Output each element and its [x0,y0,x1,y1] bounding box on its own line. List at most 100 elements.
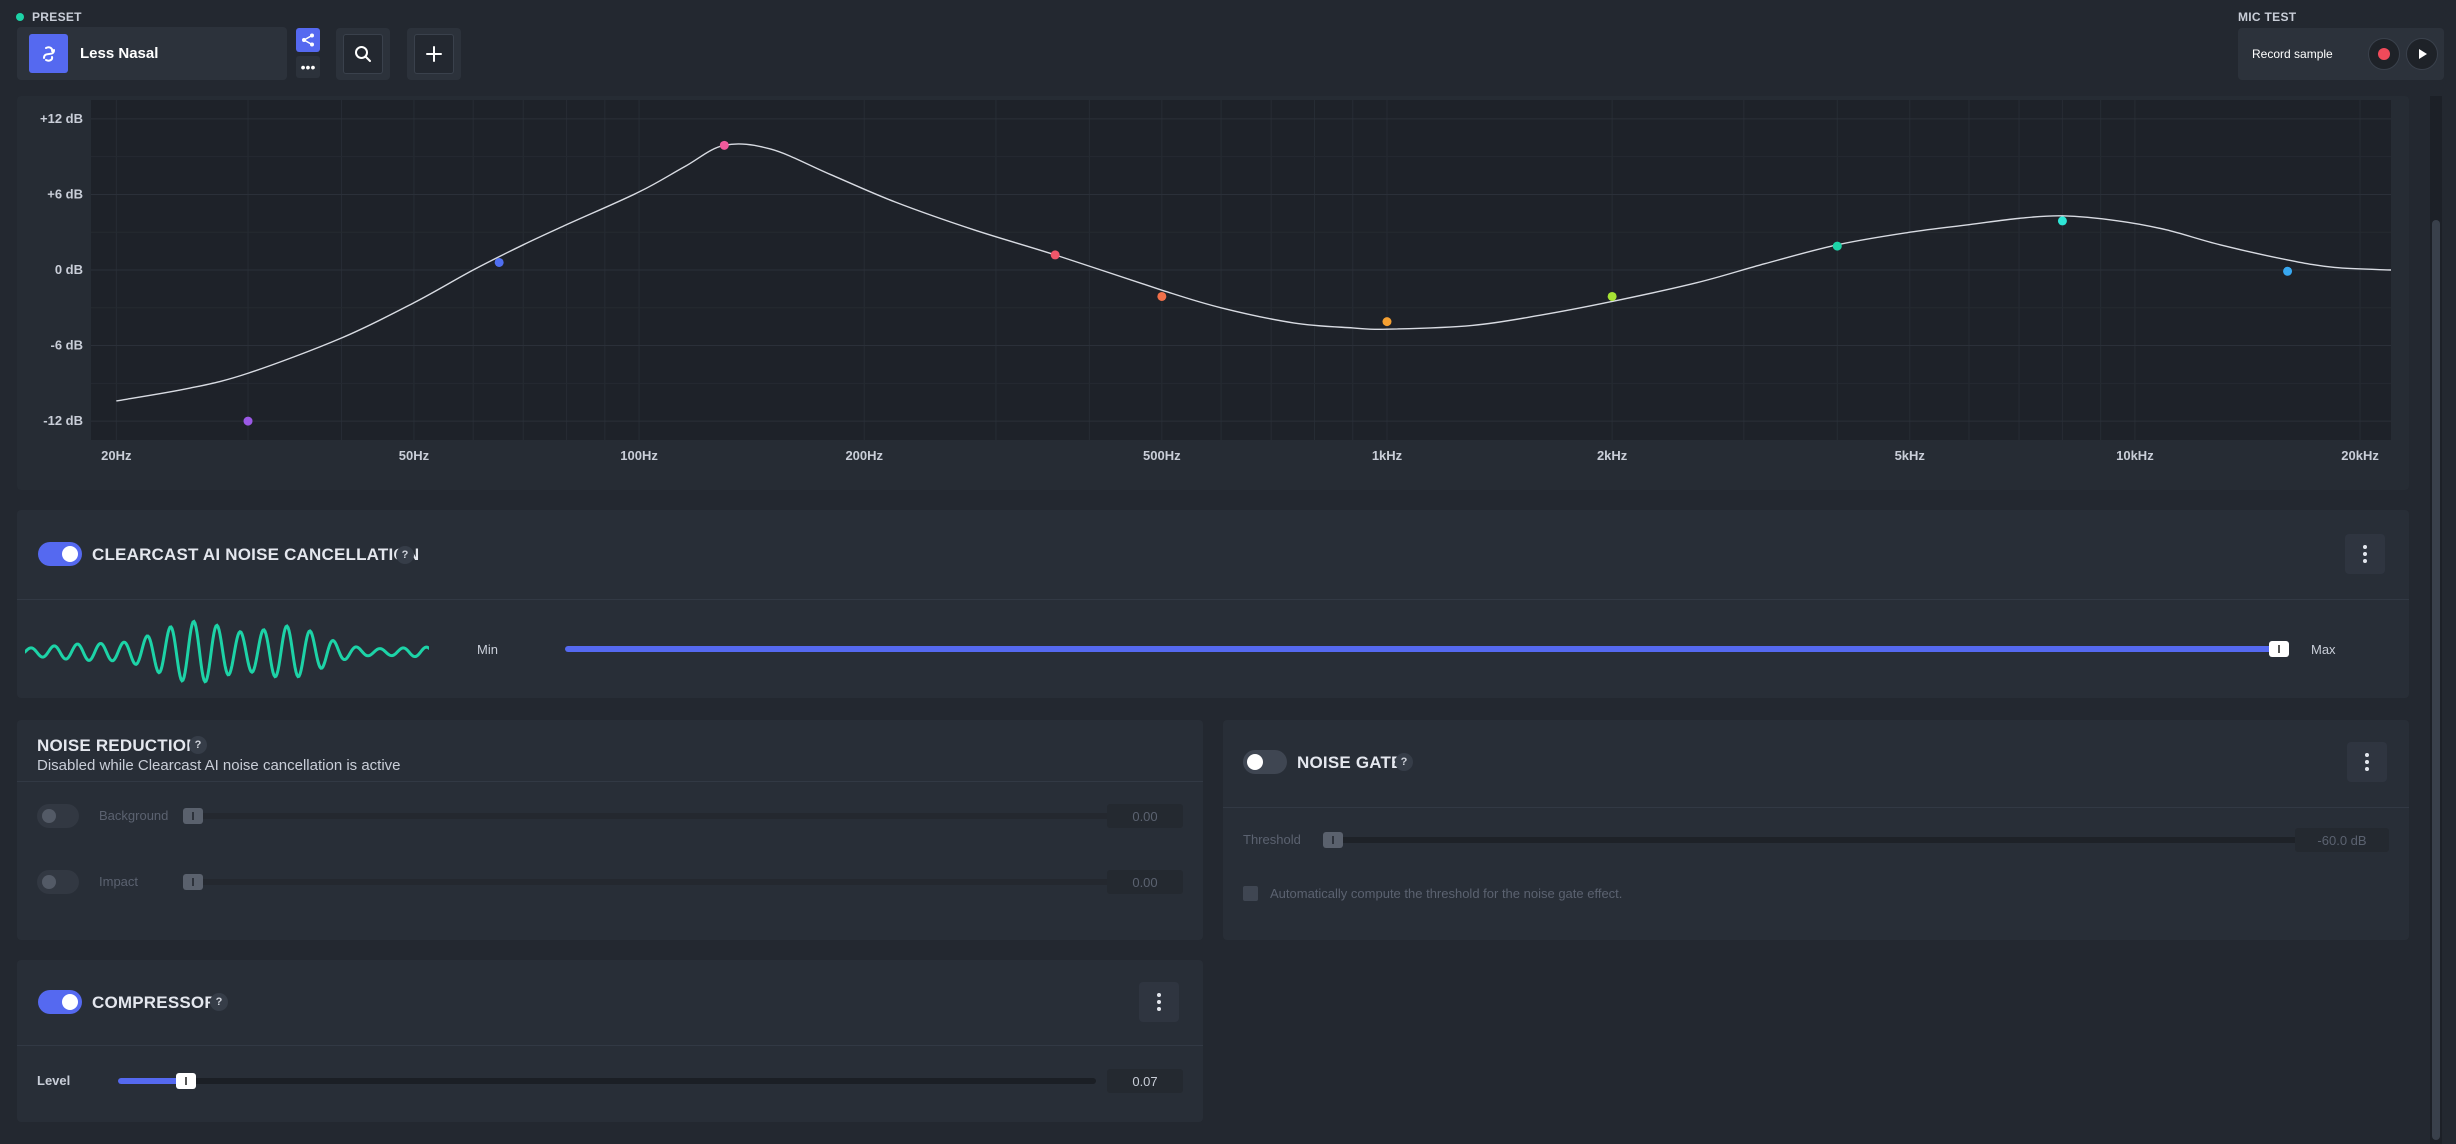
eq-y-tick-label: +12 dB [40,111,83,126]
threshold-slider-track[interactable] [1323,837,2299,843]
waveform-icon [25,619,429,684]
background-slider-thumb[interactable] [183,808,203,824]
clearcast-slider-thumb[interactable] [2269,641,2289,657]
eq-band-handle-2[interactable] [494,257,504,267]
background-slider-track[interactable] [183,813,1113,819]
eq-x-tick-label: 1kHz [1372,448,1403,463]
preset-selector[interactable]: Less Nasal [17,27,287,80]
play-button[interactable] [2406,38,2438,70]
auto-threshold-label: Automatically compute the threshold for … [1270,886,1623,901]
preset-label-text: PRESET [32,10,82,24]
eq-x-tick-label: 2kHz [1597,448,1628,463]
compressor-panel: COMPRESSOR ? Level 0.07 [17,960,1203,1122]
preset-name: Less Nasal [80,45,159,62]
eq-x-tick-label: 500Hz [1143,448,1181,463]
noise-gate-title: NOISE GATE [1297,753,1403,772]
eq-band-handle-8[interactable] [1832,241,1842,251]
clearcast-title: CLEARCAST AI NOISE CANCELLATION [92,545,420,564]
eq-x-tick-label: 100Hz [620,448,658,463]
noise-gate-help-icon[interactable]: ? [1395,753,1413,771]
ellipsis-icon: ••• [300,59,316,75]
eq-band-handle-1[interactable] [243,416,253,426]
eq-band-handle-9[interactable] [2057,216,2067,226]
eq-y-tick-label: -12 dB [43,413,83,428]
plus-icon [426,46,442,62]
compressor-level-label: Level [37,1073,71,1088]
clearcast-min-label: Min [477,642,498,657]
preset-logo-icon [29,34,68,73]
noise-gate-header [1223,720,2409,808]
impact-slider-thumb[interactable] [183,874,203,890]
compressor-level-value[interactable]: 0.07 [1107,1069,1183,1093]
background-value[interactable]: 0.00 [1107,804,1183,828]
eq-band-handle-10[interactable] [2283,266,2293,276]
compressor-slider-track[interactable] [118,1078,1096,1084]
mic-test-label: MIC TEST [2238,10,2297,24]
impact-toggle[interactable] [37,870,79,894]
eq-y-tick-label: -6 dB [51,338,84,353]
waveform-line [25,619,429,684]
noise-reduction-subtitle: Disabled while Clearcast AI noise cancel… [37,757,401,774]
impact-label: Impact [99,874,139,889]
status-dot [16,13,24,21]
eq-band-handle-6[interactable] [1382,317,1392,327]
eq-y-tick-label: +6 dB [47,186,83,201]
noise-gate-toggle[interactable] [1243,750,1287,774]
toggle-knob [62,546,78,562]
compressor-header [17,960,1203,1046]
eq-x-tick-label: 10kHz [2116,448,2154,463]
eq-band-handle-5[interactable] [1157,291,1167,301]
compressor-help-icon[interactable]: ? [210,993,228,1011]
search-button[interactable] [336,28,390,80]
eq-x-tick-label: 20kHz [2341,448,2379,463]
threshold-value[interactable]: -60.0 dB [2295,828,2389,852]
clearcast-menu-button[interactable] [2345,534,2385,574]
share-icon [302,33,314,47]
compressor-slider-fill [118,1078,187,1084]
compressor-menu-button[interactable] [1139,982,1179,1022]
eq-x-tick-label: 5kHz [1895,448,1926,463]
clearcast-toggle[interactable] [38,542,82,566]
record-button[interactable] [2368,38,2400,70]
threshold-label: Threshold [1243,832,1301,847]
eq-x-tick-label: 20Hz [101,448,132,463]
compressor-title: COMPRESSOR [92,993,217,1012]
clearcast-max-label: Max [2311,642,2336,657]
record-sample-label: Record sample [2252,47,2333,61]
noise-reduction-header [17,720,1203,782]
eq-response-curve [116,143,2392,402]
eq-band-handle-7[interactable] [1607,291,1617,301]
scrollbar-thumb[interactable] [2432,220,2440,1140]
clearcast-panel: CLEARCAST AI NOISE CANCELLATION ? Min Ma… [17,510,2409,698]
search-icon [355,46,371,62]
background-label: Background [99,808,169,823]
toggle-knob [62,994,78,1010]
impact-slider-track[interactable] [183,879,1113,885]
compressor-slider-thumb[interactable] [176,1073,197,1089]
preset-section-label: PRESET [16,10,82,24]
noise-reduction-panel: NOISE REDUCTION ? Disabled while Clearca… [17,720,1203,940]
clearcast-help-icon[interactable]: ? [396,546,414,564]
noise-gate-panel: NOISE GATE ? Threshold -60.0 dB Automati… [1223,720,2409,940]
noise-reduction-title: NOISE REDUCTION [37,736,199,755]
equalizer-panel: +12 dB +6 dB 0 dB -6 dB -12 dB 20Hz 50Hz 100Hz 2… [17,96,2409,490]
clearcast-slider-fill [565,646,2289,652]
add-preset-button[interactable] [407,28,461,80]
noise-gate-menu-button[interactable] [2347,742,2387,782]
compressor-toggle[interactable] [38,990,82,1014]
auto-threshold-checkbox[interactable] [1243,886,1258,901]
eq-band-handle-3[interactable] [719,140,729,150]
eq-band-handle-4[interactable] [1050,250,1060,260]
share-button[interactable] [296,28,320,52]
preset-more-button[interactable]: ••• [296,56,320,78]
play-icon [2419,49,2427,59]
mic-test-box: Record sample [2238,28,2444,80]
noise-reduction-help-icon[interactable]: ? [189,736,207,754]
clearcast-header [17,510,2409,600]
eq-x-tick-label: 50Hz [399,448,430,463]
threshold-slider-thumb[interactable] [1323,832,1343,848]
eq-x-tick-label: 200Hz [845,448,883,463]
background-toggle[interactable] [37,804,79,828]
equalizer-graph[interactable]: +12 dB +6 dB 0 dB -6 dB -12 dB 20Hz 50Hz 100Hz 2… [17,96,2409,490]
impact-value[interactable]: 0.00 [1107,870,1183,894]
